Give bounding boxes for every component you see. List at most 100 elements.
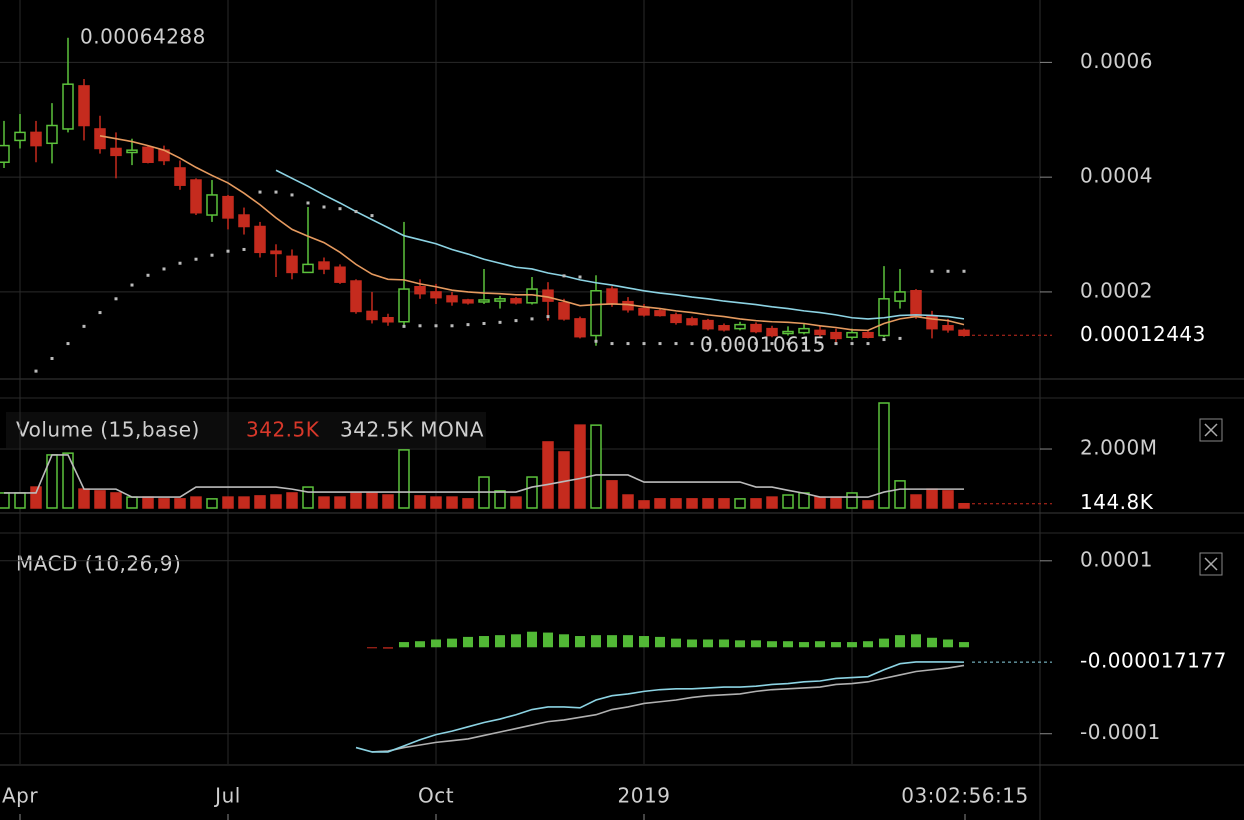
- close-box[interactable]: [1199, 552, 1223, 576]
- macd-histogram: [959, 642, 969, 648]
- macd-histogram: [431, 639, 441, 648]
- candle-body: [254, 225, 266, 254]
- volume-bar: [446, 496, 458, 509]
- macd-histogram: [911, 634, 921, 648]
- volume-bar: [430, 496, 442, 509]
- volume-bar: [510, 496, 522, 509]
- candle-body: [334, 266, 346, 283]
- candle-body: [830, 331, 842, 340]
- macd-histogram: [847, 642, 857, 648]
- sar-dot: [642, 342, 646, 346]
- volume-bar: [62, 452, 74, 509]
- close-button[interactable]: [1199, 418, 1223, 442]
- volume-bar: [414, 495, 426, 509]
- sar-dot: [866, 342, 870, 346]
- last-price-label: 0.00012443: [1080, 322, 1206, 346]
- volume-bar: [654, 498, 666, 509]
- sar-dot: [898, 336, 902, 340]
- candle-body: [670, 314, 682, 324]
- y-tick-label: 0.0001: [1080, 547, 1153, 571]
- sar-dot: [354, 210, 358, 214]
- candle-body: [542, 289, 554, 302]
- volume-bar: [670, 498, 682, 509]
- macd-histogram: [495, 635, 505, 648]
- candle-body: [462, 299, 474, 304]
- macd-histogram: [623, 635, 633, 648]
- sar-dot: [482, 321, 486, 325]
- moving-average: [99, 135, 965, 332]
- volume-bar: [14, 492, 26, 509]
- volume-bar: [558, 451, 570, 509]
- sar-dot: [242, 247, 246, 251]
- sar-dot: [962, 269, 966, 273]
- sar-dot: [754, 342, 758, 346]
- sar-dot: [738, 342, 742, 346]
- x-tick-label: Apr: [2, 784, 38, 808]
- sar-dot: [530, 317, 534, 321]
- volume-bar: [190, 496, 202, 509]
- macd-histogram: [463, 636, 473, 648]
- x-tick-label: Jul: [213, 784, 241, 808]
- close-button[interactable]: [1199, 552, 1223, 576]
- candle-body: [302, 263, 314, 274]
- candle-body: [654, 310, 666, 317]
- candle-body: [574, 318, 586, 338]
- volume-bar: [542, 441, 554, 509]
- countdown: 03:02:56:15: [901, 784, 1029, 808]
- max-annotation: 0.00064288: [80, 24, 206, 48]
- candle-body: [814, 329, 826, 336]
- candle-body: [798, 327, 810, 334]
- candle-body: [638, 307, 650, 316]
- candle-body: [766, 327, 778, 337]
- volume-bar: [862, 500, 874, 509]
- sar-dot: [466, 323, 470, 327]
- candle-body: [430, 291, 442, 299]
- candle-body: [270, 250, 282, 255]
- macd-histogram: [655, 636, 665, 648]
- volume-bar: [174, 498, 186, 509]
- candle-body: [30, 131, 42, 147]
- macd-line: [355, 661, 965, 753]
- macd-histogram: [383, 647, 393, 649]
- volume-bar: [910, 494, 922, 509]
- candle-body: [606, 288, 618, 304]
- volume-bar: [590, 424, 602, 509]
- candle-body: [126, 149, 138, 154]
- macd-histogram: [671, 638, 681, 648]
- volume-bar: [382, 494, 394, 509]
- macd-histogram: [591, 635, 601, 648]
- volume-bar: [462, 498, 474, 509]
- candle-body: [862, 331, 874, 339]
- sar-dot: [194, 257, 198, 261]
- volume-bar: [814, 496, 826, 509]
- sar-dot: [146, 273, 150, 277]
- macd-histogram: [943, 639, 953, 648]
- close-box[interactable]: [1199, 418, 1223, 442]
- macd-histogram: [367, 647, 377, 649]
- sar-dot: [434, 324, 438, 328]
- volume-bar: [206, 498, 218, 509]
- candle-body: [46, 124, 58, 145]
- candle-body: [0, 144, 10, 163]
- candle-body: [894, 291, 906, 302]
- y-tick-label: 0.0002: [1080, 278, 1153, 302]
- sar-dot: [162, 267, 166, 271]
- close-icon[interactable]: [1204, 557, 1218, 571]
- candle-body: [142, 146, 154, 163]
- volume-bar: [398, 449, 410, 509]
- macd-histogram: [719, 639, 729, 648]
- macd-histogram: [799, 642, 809, 648]
- volume-bar: [110, 492, 122, 509]
- candle-body: [78, 85, 90, 127]
- candle-body: [238, 214, 250, 228]
- macd-histogram: [751, 640, 761, 648]
- y-tick-label: -0.0001: [1080, 720, 1161, 744]
- volume-legend-value: 342.5K: [246, 418, 320, 442]
- macd-histogram: [703, 639, 713, 648]
- sar-dot: [322, 205, 326, 209]
- close-icon[interactable]: [1204, 423, 1218, 437]
- volume-bar: [846, 492, 858, 509]
- volume-bar: [222, 496, 234, 509]
- candle-body: [446, 295, 458, 303]
